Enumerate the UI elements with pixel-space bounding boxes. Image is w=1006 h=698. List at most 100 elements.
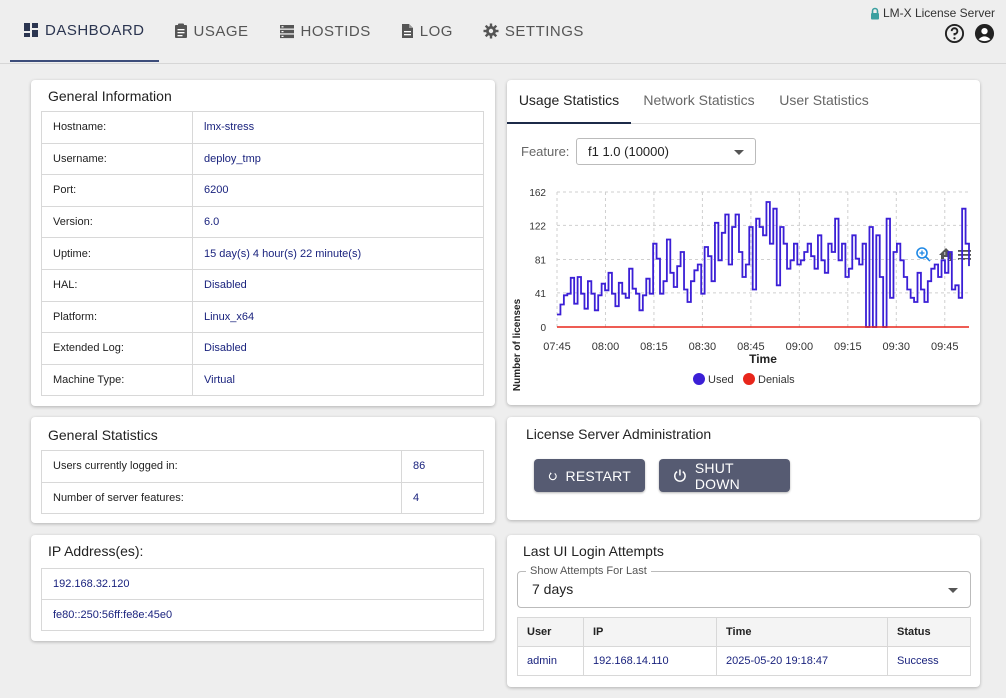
row-value: deploy_tmp	[192, 142, 484, 176]
nav-dashboard[interactable]: DASHBOARD	[10, 0, 159, 62]
power-icon	[674, 469, 686, 482]
x-tick-label: 09:30	[883, 341, 911, 353]
attempts-period-select[interactable]: Show Attempts For Last 7 days	[517, 565, 971, 608]
shutdown-button[interactable]: SHUT DOWN	[659, 459, 790, 492]
cell-time: 2025-05-20 19:18:47	[716, 646, 888, 676]
table-row: Number of server features: 4	[41, 481, 484, 515]
nav-dashboard-label: DASHBOARD	[45, 21, 145, 39]
storage-icon	[279, 24, 294, 38]
nav-hostids-label: HOSTIDS	[300, 22, 371, 40]
cell-status: Success	[887, 646, 971, 676]
brand-title: LM-X License Server	[882, 6, 995, 20]
table-header-row: User IP Time Status	[517, 617, 971, 647]
chart-legend: Used Denials	[693, 373, 795, 386]
row-label: Hostname:	[41, 111, 193, 144]
y-tick-label: 0	[540, 323, 546, 334]
legend-marker-denials	[743, 373, 755, 385]
row-value: 4	[401, 481, 484, 515]
row-label: HAL:	[41, 268, 193, 302]
feature-select[interactable]: f1 1.0 (10000)	[576, 138, 756, 165]
legend-label-denials: Denials	[758, 374, 795, 386]
license-server-admin-card: License Server Administration RESTART SH…	[507, 417, 980, 520]
header-icons	[944, 23, 995, 44]
account-icon[interactable]	[974, 23, 995, 44]
x-tick-label: 09:00	[786, 341, 814, 353]
row-value: Linux_x64	[192, 300, 484, 334]
restart-button[interactable]: RESTART	[534, 459, 645, 492]
ip-addresses-title: IP Address(es):	[48, 543, 144, 559]
row-label: Platform:	[41, 300, 193, 334]
x-tick-label: 07:45	[543, 341, 571, 353]
y-tick-label: 81	[535, 256, 547, 267]
usage-chart: 0 41 81 122 162 07:45 08:00 08:15 08:30 08:45 09:0…	[512, 188, 971, 391]
restart-label: RESTART	[565, 467, 631, 484]
row-value: 86	[401, 450, 484, 483]
feature-label: Feature:	[521, 144, 570, 159]
table-row: Extended Log: Disabled	[41, 332, 484, 365]
column-header-user[interactable]: User	[517, 617, 584, 647]
gear-icon	[483, 23, 499, 39]
feature-select-value: f1 1.0 (10000)	[588, 144, 669, 159]
list-item: 192.168.32.120	[41, 568, 484, 600]
column-header-status[interactable]: Status	[887, 617, 971, 647]
dashboard-icon	[24, 23, 38, 37]
ip-addresses-card: IP Address(es): 192.168.32.120 fe80::250:…	[31, 535, 495, 641]
series-used-line	[557, 201, 970, 328]
row-label: Users currently logged in:	[41, 450, 402, 483]
table-row: Username: deploy_tmp	[41, 142, 484, 176]
row-value: Virtual	[192, 363, 484, 397]
row-value: Disabled	[192, 268, 484, 302]
chart-x-axis-title: Time	[749, 352, 777, 366]
chevron-down-icon	[734, 150, 744, 155]
general-information-table: Hostname: lmx-stress Username: deploy_tmp Po…	[41, 111, 484, 397]
top-navigation-bar: DASHBOARD USAGE HOSTIDS LOG SETTINGS LM-…	[0, 0, 1006, 64]
cell-user: admin	[517, 646, 584, 676]
document-icon	[401, 24, 413, 38]
chart-plot-area: 0 41 81 122 162 07:45 08:00 08:15 08:30 08:45 09:0…	[529, 188, 970, 353]
table-row: Users currently logged in: 86	[41, 450, 484, 483]
general-statistics-title: General Statistics	[48, 427, 158, 443]
row-label: Username:	[41, 142, 193, 176]
tab-user-statistics[interactable]: User Statistics	[779, 92, 869, 108]
login-attempts-card: Last UI Login Attempts Show Attempts For…	[507, 535, 980, 687]
tab-usage-statistics[interactable]: Usage Statistics	[507, 80, 631, 124]
brand: LM-X License Server	[870, 6, 995, 20]
tab-network-statistics[interactable]: Network Statistics	[643, 92, 755, 108]
general-statistics-table: Users currently logged in: 86 Number of se…	[41, 450, 484, 515]
x-tick-label: 09:45	[931, 341, 959, 353]
row-value: Disabled	[192, 332, 484, 365]
row-label: Port:	[41, 174, 193, 207]
nav-hostids[interactable]: HOSTIDS	[264, 0, 386, 62]
y-tick-label: 122	[529, 221, 546, 232]
home-icon[interactable]	[939, 248, 953, 261]
row-label: Extended Log:	[41, 332, 193, 365]
column-header-ip[interactable]: IP	[583, 617, 717, 647]
legend-item-denials[interactable]: Denials	[743, 373, 795, 386]
help-icon[interactable]	[944, 23, 965, 44]
nav-usage-label: USAGE	[193, 22, 249, 40]
login-attempts-title: Last UI Login Attempts	[523, 543, 664, 559]
row-label: Number of server features:	[41, 481, 402, 515]
general-information-card: General Information Hostname: lmx-stress U…	[31, 80, 495, 406]
login-attempts-table: User IP Time Status admin 192.168.14.110…	[517, 617, 971, 676]
nav-settings[interactable]: SETTINGS	[468, 0, 599, 62]
ip-addresses-table: 192.168.32.120 fe80::250:56ff:fe8e:45e0	[41, 568, 484, 631]
main-nav: DASHBOARD USAGE HOSTIDS LOG SETTINGS	[10, 0, 599, 63]
general-information-title: General Information	[48, 88, 172, 104]
row-value: lmx-stress	[192, 111, 484, 144]
x-tick-label: 08:45	[737, 341, 765, 353]
menu-icon[interactable]	[958, 250, 971, 260]
nav-log[interactable]: LOG	[386, 0, 468, 62]
zoom-in-icon[interactable]	[916, 247, 931, 262]
table-row: Version: 6.0	[41, 205, 484, 239]
table-row: Hostname: lmx-stress	[41, 111, 484, 144]
x-tick-label: 08:30	[689, 341, 717, 353]
x-tick-label: 08:15	[640, 341, 668, 353]
legend-item-used[interactable]: Used	[693, 373, 734, 386]
shutdown-label: SHUT DOWN	[694, 459, 740, 492]
attempts-period-value: 7 days	[532, 581, 574, 597]
general-statistics-card: General Statistics Users currently logge…	[31, 417, 495, 523]
row-value: 6.0	[192, 205, 484, 239]
nav-usage[interactable]: USAGE	[159, 0, 264, 62]
column-header-time[interactable]: Time	[716, 617, 888, 647]
